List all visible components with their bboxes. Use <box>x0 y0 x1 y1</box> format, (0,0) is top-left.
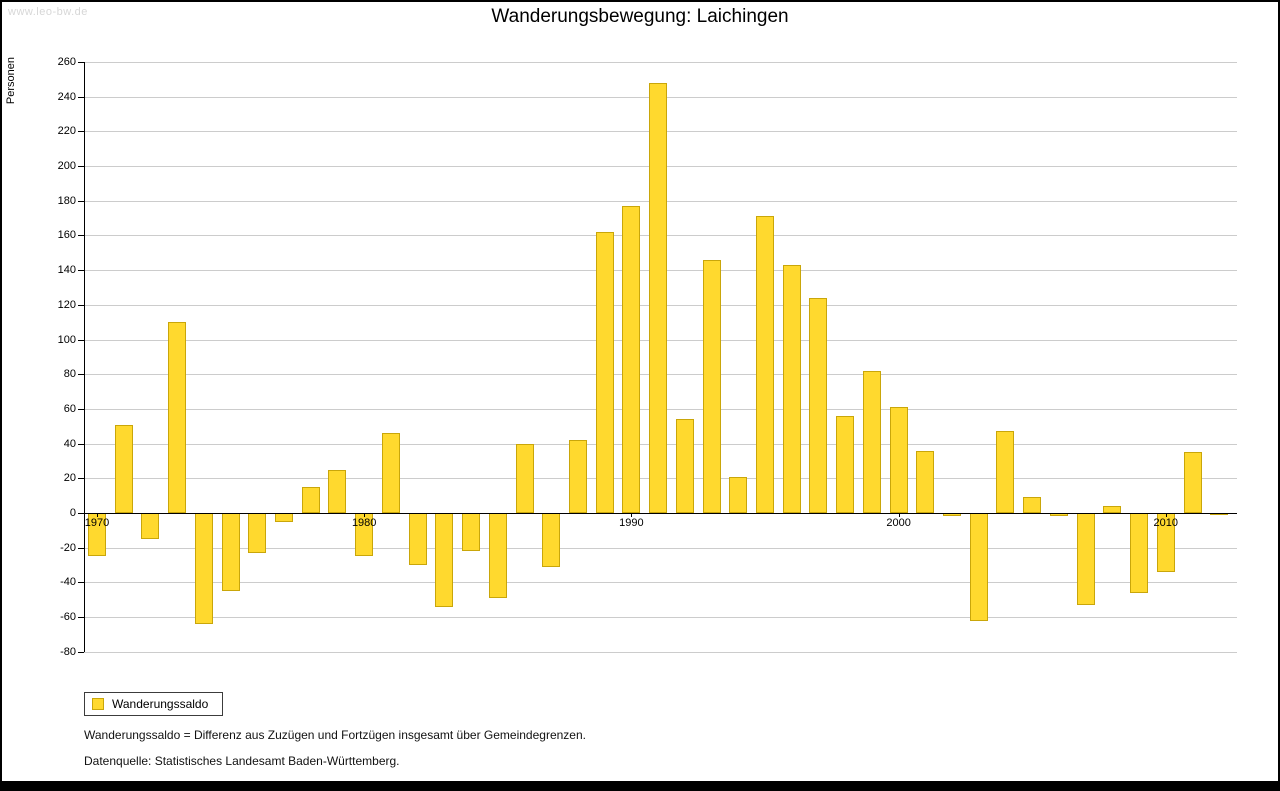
y-tick-label: 80 <box>63 368 76 381</box>
gridline <box>84 62 1237 63</box>
bar-1982 <box>408 513 427 565</box>
bar-1989 <box>595 231 614 513</box>
bar-1992 <box>675 419 694 514</box>
y-axis-line <box>84 62 85 652</box>
y-tick-mark <box>78 547 84 549</box>
bar-1974 <box>194 513 213 624</box>
y-tick-label: 220 <box>57 125 76 138</box>
bar-1984 <box>462 513 481 551</box>
footnote-definition: Wanderungssaldo = Differenz aus Zuzügen … <box>84 728 586 742</box>
y-axis-label: Personen <box>5 57 17 105</box>
y-tick-mark <box>78 235 84 237</box>
bar-2000 <box>889 407 908 514</box>
bar-2008 <box>1103 506 1122 514</box>
y-tick-mark <box>78 651 84 653</box>
y-tick-mark <box>78 582 84 584</box>
x-tick-label: 2010 <box>1153 517 1179 529</box>
y-tick-label: 120 <box>57 298 76 311</box>
bar-1986 <box>515 443 534 513</box>
bar-1978 <box>301 486 320 513</box>
bar-1990 <box>622 205 641 513</box>
y-tick-label: -20 <box>60 541 76 554</box>
x-tick-mark <box>1165 513 1167 517</box>
x-tick-mark <box>898 513 900 517</box>
y-tick-label: 100 <box>57 333 76 346</box>
bar-1971 <box>114 424 133 513</box>
y-tick-mark <box>78 166 84 168</box>
bar-1977 <box>275 513 294 522</box>
y-tick-mark <box>78 408 84 410</box>
y-tick-label: 240 <box>57 90 76 103</box>
gridline <box>84 547 1237 549</box>
x-tick-label: 1990 <box>619 517 644 529</box>
bar-1987 <box>542 513 561 567</box>
bar-1996 <box>782 264 801 513</box>
bar-1998 <box>836 415 855 513</box>
y-tick-mark <box>78 62 84 63</box>
y-tick-label: 20 <box>63 472 76 485</box>
y-tick-label: 60 <box>63 402 76 415</box>
legend-swatch-icon <box>92 698 104 710</box>
gridline <box>84 651 1237 653</box>
y-tick-mark <box>78 200 84 202</box>
bar-2005 <box>1023 497 1042 514</box>
x-axis-zero-line <box>84 513 1237 514</box>
y-tick-mark <box>78 443 84 445</box>
y-tick-label: 200 <box>57 160 76 173</box>
bar-1988 <box>568 440 587 514</box>
chart-title: Wanderungsbewegung: Laichingen <box>491 6 789 27</box>
y-tick-mark <box>78 374 84 376</box>
bar-1983 <box>435 513 454 607</box>
y-tick-label: -80 <box>60 645 76 658</box>
y-tick-mark <box>78 478 84 480</box>
legend-label: Wanderungssaldo <box>112 697 209 711</box>
bar-1991 <box>649 82 668 513</box>
x-tick-label: 1980 <box>351 517 377 529</box>
y-tick-mark <box>78 96 84 98</box>
y-tick-mark <box>78 513 84 514</box>
bar-1975 <box>221 513 240 591</box>
bar-1976 <box>248 513 267 553</box>
gridline <box>84 582 1237 584</box>
y-tick-label: 260 <box>57 56 76 68</box>
footnote-source: Datenquelle: Statistisches Landesamt Bad… <box>84 754 400 768</box>
y-tick-label: 180 <box>57 194 76 207</box>
y-tick-mark <box>78 304 84 306</box>
x-tick-label: 1970 <box>84 517 110 529</box>
x-tick-mark <box>364 513 366 517</box>
legend: Wanderungssaldo <box>84 692 224 716</box>
x-tick-mark <box>631 513 633 517</box>
bar-2001 <box>916 450 935 513</box>
bar-1994 <box>729 476 748 513</box>
gridline <box>84 617 1237 619</box>
y-tick-label: 0 <box>69 507 76 519</box>
watermark: www.leo-bw.de <box>8 6 88 18</box>
y-tick-label: -40 <box>60 576 76 589</box>
bar-1993 <box>702 259 721 513</box>
y-tick-label: 160 <box>57 229 76 242</box>
y-tick-label: -60 <box>60 611 76 624</box>
bar-1985 <box>488 513 507 598</box>
bar-1972 <box>141 513 160 539</box>
bar-1995 <box>756 216 774 514</box>
bar-2011 <box>1183 452 1202 514</box>
y-tick-mark <box>78 131 84 133</box>
bar-1981 <box>381 433 400 514</box>
bar-1997 <box>809 297 828 513</box>
plot-area: -80 -60 -40 -20 0 20 40 60 80 100 120 140 160 180 200 2… <box>58 56 1237 658</box>
x-tick-mark <box>97 513 98 517</box>
bar-2004 <box>996 431 1015 514</box>
y-tick-mark <box>78 617 84 619</box>
x-tick-label: 2000 <box>886 517 911 529</box>
bar-2003 <box>969 513 988 621</box>
y-tick-mark <box>78 270 84 272</box>
bar-2007 <box>1076 513 1095 605</box>
bar-1973 <box>168 322 187 514</box>
y-tick-label: 40 <box>63 437 76 450</box>
y-tick-mark <box>78 339 84 341</box>
bar-1979 <box>328 469 347 513</box>
bar-1999 <box>862 370 881 513</box>
y-tick-label: 140 <box>57 264 76 277</box>
